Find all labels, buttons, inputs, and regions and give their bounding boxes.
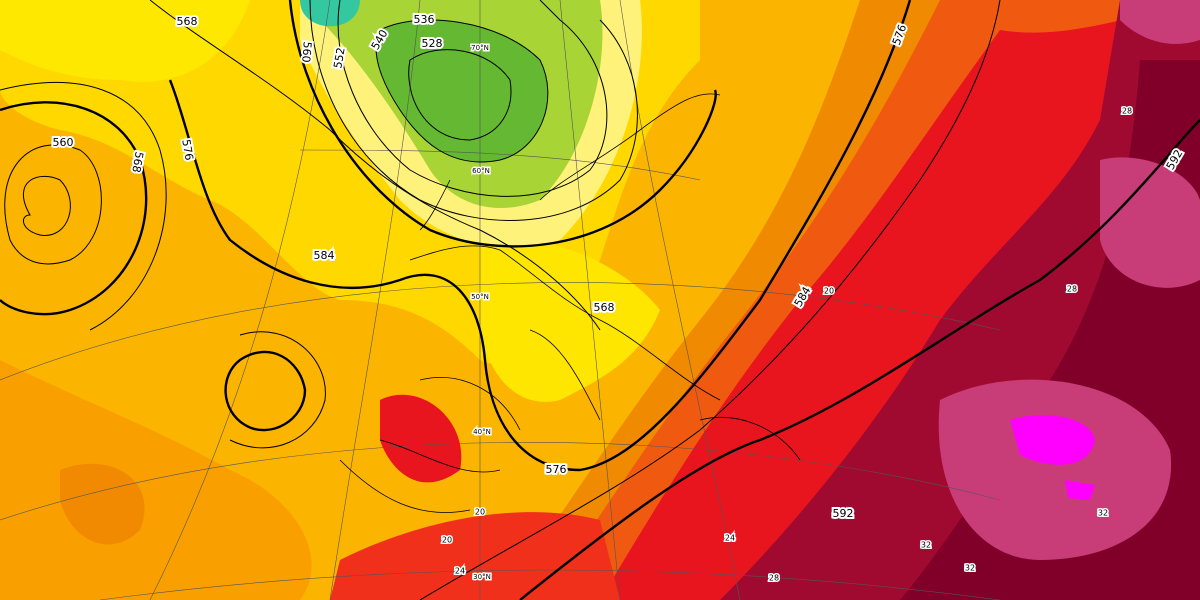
temperature-label: 20 [475, 508, 485, 517]
contour-label: 536 [414, 13, 435, 26]
contour-label: 568 [594, 301, 615, 314]
temperature-label: 28 [1067, 285, 1077, 294]
latitude-label: 40°N [473, 428, 491, 436]
latitude-label: 30°N [473, 573, 491, 581]
temperature-labels: 20 20 20 24 28 28 32 32 32 24 28 [440, 105, 1133, 584]
contour-label: 552 [331, 46, 347, 69]
contour-label: 568 [129, 151, 145, 174]
contour-label: 576 [179, 138, 195, 161]
temperature-label: 24 [455, 567, 465, 576]
temperature-label: 32 [1098, 509, 1108, 518]
temperature-label: 32 [921, 541, 931, 550]
latitude-labels: 70°N 60°N 50°N 40°N 30°N [470, 43, 493, 583]
temperature-label: 28 [1122, 107, 1132, 116]
latitude-label: 70°N [471, 44, 489, 52]
graticule [0, 0, 1001, 600]
contour-label: 576 [546, 463, 567, 476]
contour-label: 568 [177, 15, 198, 28]
contour-labels: 568 560 568 576 560 552 540 536 528 584 … [51, 11, 1188, 522]
temperature-label: 20 [824, 287, 834, 296]
contour-label: 560 [53, 136, 74, 149]
latitude-label: 50°N [471, 293, 489, 301]
temperature-label: 20 [442, 536, 452, 545]
latitude-label: 60°N [472, 167, 490, 175]
contour-label: 592 [833, 507, 854, 520]
temperature-label: 24 [725, 534, 735, 543]
contour-label: 560 [299, 41, 314, 63]
contour-label: 584 [314, 249, 335, 262]
temperature-label: 32 [965, 564, 975, 573]
contour-label: 528 [422, 37, 443, 50]
temperature-label: 28 [769, 574, 779, 583]
coastlines [339, 93, 801, 513]
